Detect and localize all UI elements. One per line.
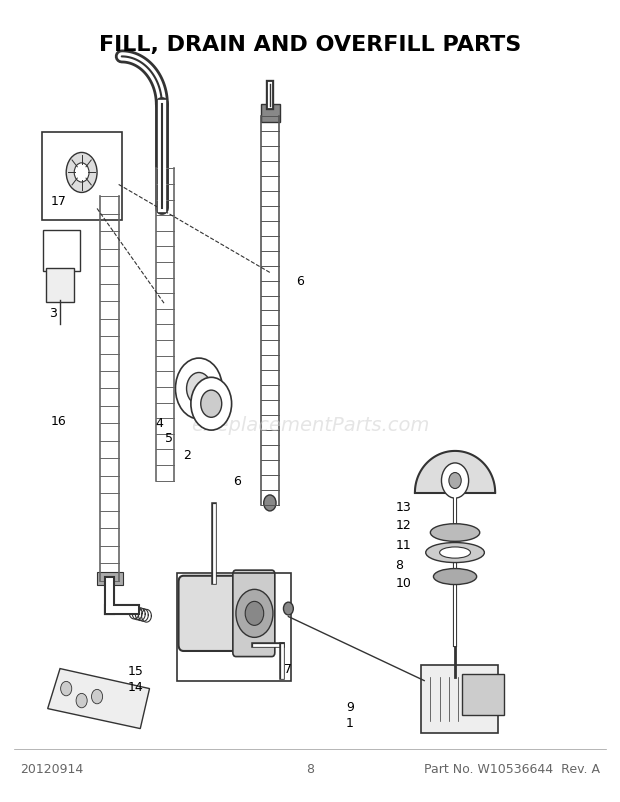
Circle shape (191, 378, 232, 431)
Circle shape (283, 602, 293, 615)
Text: eReplacementParts.com: eReplacementParts.com (191, 415, 429, 435)
Polygon shape (48, 669, 149, 729)
Circle shape (175, 358, 223, 419)
Text: 20120914: 20120914 (20, 762, 83, 776)
Text: 15: 15 (128, 665, 144, 678)
FancyBboxPatch shape (233, 570, 275, 657)
Circle shape (441, 464, 469, 499)
FancyBboxPatch shape (42, 133, 122, 221)
Text: 3: 3 (49, 306, 57, 319)
FancyBboxPatch shape (421, 665, 498, 733)
Text: 13: 13 (395, 500, 411, 513)
Polygon shape (415, 452, 495, 493)
FancyBboxPatch shape (260, 105, 280, 123)
Bar (97, 572, 123, 585)
Text: 14: 14 (128, 681, 144, 694)
Ellipse shape (430, 524, 480, 541)
Text: 17: 17 (50, 195, 66, 208)
Text: 7: 7 (284, 662, 292, 675)
Circle shape (449, 473, 461, 489)
Text: Part No. W10536644  Rev. A: Part No. W10536644 Rev. A (424, 762, 600, 776)
Circle shape (245, 602, 264, 626)
Circle shape (61, 682, 72, 696)
Text: 8: 8 (395, 558, 403, 571)
Text: 6: 6 (296, 274, 304, 288)
Circle shape (201, 391, 222, 418)
Text: 6: 6 (234, 475, 241, 488)
Text: FILL, DRAIN AND OVERFILL PARTS: FILL, DRAIN AND OVERFILL PARTS (99, 35, 521, 55)
Ellipse shape (440, 547, 471, 558)
Text: 11: 11 (395, 538, 411, 551)
Circle shape (76, 694, 87, 708)
Circle shape (236, 589, 273, 638)
Ellipse shape (426, 543, 484, 563)
Text: 10: 10 (395, 577, 411, 589)
Circle shape (66, 153, 97, 193)
Text: 12: 12 (395, 518, 411, 532)
Text: 2: 2 (184, 449, 192, 462)
FancyBboxPatch shape (179, 576, 259, 651)
Text: 5: 5 (165, 431, 173, 444)
Circle shape (264, 496, 276, 512)
Circle shape (74, 164, 89, 183)
Circle shape (92, 690, 103, 704)
Text: 1: 1 (346, 716, 353, 729)
FancyBboxPatch shape (46, 269, 74, 302)
Circle shape (187, 373, 211, 405)
Text: 16: 16 (50, 415, 66, 427)
Text: 8: 8 (306, 762, 314, 776)
FancyBboxPatch shape (463, 674, 505, 715)
Ellipse shape (433, 569, 477, 585)
Text: 4: 4 (155, 417, 163, 430)
Text: 9: 9 (346, 700, 353, 713)
FancyBboxPatch shape (43, 231, 81, 272)
